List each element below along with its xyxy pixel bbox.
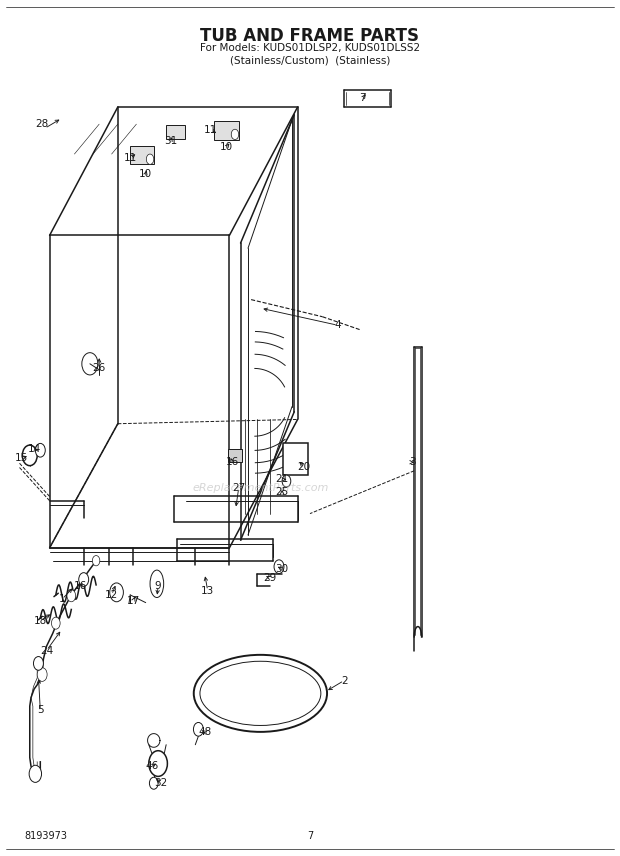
Circle shape [37,668,47,681]
Text: 12: 12 [105,590,118,600]
Text: 17: 17 [126,596,140,606]
Text: 21: 21 [275,474,289,484]
Circle shape [274,560,284,574]
Text: (Stainless/Custom)  (Stainless): (Stainless/Custom) (Stainless) [230,56,390,66]
Text: 30: 30 [275,564,289,574]
Circle shape [33,657,43,670]
Text: 32: 32 [154,778,168,788]
Bar [130,146,154,164]
Text: 46: 46 [145,761,159,771]
Circle shape [35,443,45,457]
Text: TUB AND FRAME PARTS: TUB AND FRAME PARTS [200,27,420,45]
Text: 48: 48 [198,727,211,737]
Text: 3: 3 [409,457,415,467]
Circle shape [149,777,158,789]
Circle shape [22,445,37,466]
Circle shape [110,583,123,602]
Bar [228,449,242,462]
Text: 24: 24 [40,645,53,656]
Text: 27: 27 [232,483,246,493]
Bar [214,121,239,140]
Text: 20: 20 [297,461,311,472]
Text: 18: 18 [33,615,47,626]
Circle shape [79,573,89,586]
Text: 13: 13 [201,586,215,596]
Text: 25: 25 [275,487,289,497]
Circle shape [282,475,291,487]
Text: 7: 7 [307,830,313,841]
Text: 7: 7 [360,93,366,104]
Text: 14: 14 [27,444,41,455]
Circle shape [29,765,42,782]
Text: eReplacementParts.com: eReplacementParts.com [192,483,329,493]
Text: 31: 31 [164,136,177,146]
Circle shape [67,590,76,602]
Circle shape [193,722,203,736]
Text: 16: 16 [226,457,239,467]
Circle shape [51,617,60,629]
Text: 11: 11 [204,125,218,135]
Text: 26: 26 [92,363,106,373]
Text: 16: 16 [74,581,87,591]
Text: 11: 11 [123,153,137,163]
Bar [166,125,185,139]
Text: 1: 1 [59,594,65,604]
Text: 5: 5 [37,705,43,716]
Text: 9: 9 [155,581,161,591]
Text: 10: 10 [139,169,153,179]
Circle shape [146,154,154,164]
Text: 10: 10 [219,142,233,152]
Text: For Models: KUDS01DLSP2, KUDS01DLSS2: For Models: KUDS01DLSP2, KUDS01DLSS2 [200,43,420,53]
Text: 2: 2 [341,675,347,686]
Circle shape [92,556,100,566]
Circle shape [231,129,239,140]
Text: 29: 29 [263,573,277,583]
Ellipse shape [150,570,164,597]
Text: 4: 4 [335,320,341,330]
Text: 8193973: 8193973 [25,830,68,841]
Circle shape [149,751,167,776]
Text: 28: 28 [35,119,49,129]
Bar [283,443,308,475]
Text: 15: 15 [15,453,29,463]
